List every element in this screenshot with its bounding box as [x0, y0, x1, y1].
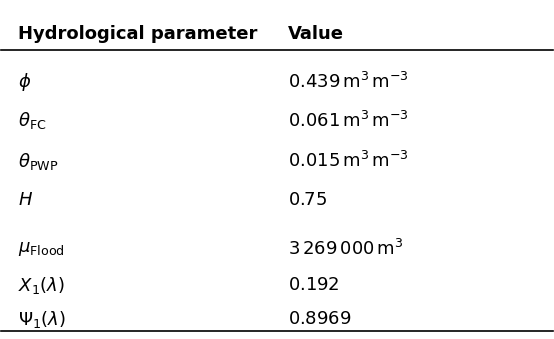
- Text: $0.75$: $0.75$: [288, 191, 327, 209]
- Text: $\mu_{\mathrm{Flood}}$: $\mu_{\mathrm{Flood}}$: [18, 240, 65, 258]
- Text: $X_1(\lambda)$: $X_1(\lambda)$: [18, 275, 65, 296]
- Text: $\theta_{\mathrm{PWP}}$: $\theta_{\mathrm{PWP}}$: [18, 151, 58, 172]
- Text: $3\,269\,000\,\mathrm{m}^3$: $3\,269\,000\,\mathrm{m}^3$: [288, 238, 404, 259]
- Text: $0.192$: $0.192$: [288, 277, 340, 295]
- Text: $0.439\,\mathrm{m}^3\,\mathrm{m}^{-3}$: $0.439\,\mathrm{m}^3\,\mathrm{m}^{-3}$: [288, 72, 409, 92]
- Text: $\Psi_1(\lambda)$: $\Psi_1(\lambda)$: [18, 308, 66, 330]
- Text: $0.8969$: $0.8969$: [288, 310, 351, 328]
- Text: $0.061\,\mathrm{m}^3\,\mathrm{m}^{-3}$: $0.061\,\mathrm{m}^3\,\mathrm{m}^{-3}$: [288, 111, 409, 131]
- Text: $H$: $H$: [18, 191, 33, 209]
- Text: $\theta_{\mathrm{FC}}$: $\theta_{\mathrm{FC}}$: [18, 110, 47, 131]
- Text: $0.015\,\mathrm{m}^3\,\mathrm{m}^{-3}$: $0.015\,\mathrm{m}^3\,\mathrm{m}^{-3}$: [288, 151, 409, 171]
- Text: $\phi$: $\phi$: [18, 71, 31, 93]
- Text: Value: Value: [288, 25, 344, 43]
- Text: Hydrological parameter: Hydrological parameter: [18, 25, 257, 43]
